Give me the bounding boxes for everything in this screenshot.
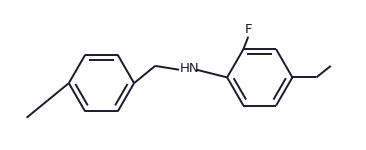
Text: HN: HN — [180, 62, 200, 75]
Text: F: F — [244, 23, 252, 36]
